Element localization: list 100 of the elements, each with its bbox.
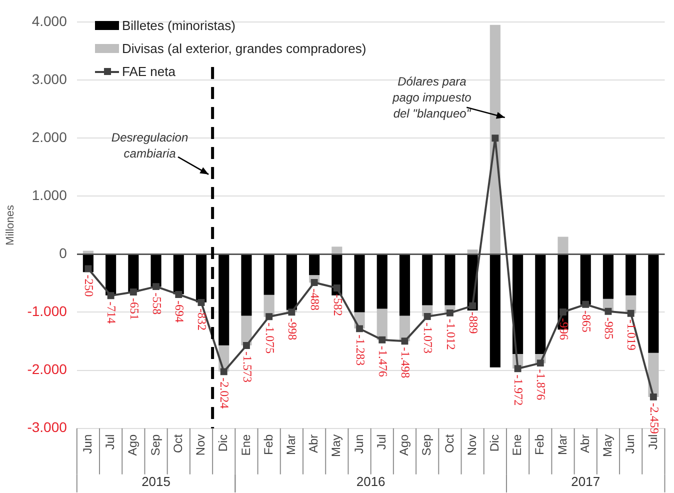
point <box>266 313 273 320</box>
point <box>107 292 114 300</box>
y-tick-label: 4.000 <box>32 12 68 29</box>
data-label: -1.012 <box>444 318 458 350</box>
data-label: -1.498 <box>398 347 413 378</box>
y-tick-label: 2.000 <box>32 128 68 145</box>
x-tick-label: Ago <box>397 434 412 456</box>
bar <box>376 254 388 309</box>
data-label: -996 <box>556 318 571 340</box>
x-tick-label: Ago <box>126 434 140 456</box>
x-tick-label: May <box>600 434 615 457</box>
point <box>152 283 160 290</box>
point <box>604 308 612 315</box>
point <box>514 365 522 372</box>
bar <box>106 254 116 296</box>
point <box>356 325 363 332</box>
data-label: -1.283 <box>353 334 368 366</box>
data-label: -865 <box>579 310 594 332</box>
point <box>130 288 137 296</box>
data-label: -582 <box>330 294 345 316</box>
annotation: Dólares para pago impuesto del "blanqueo" <box>392 74 472 120</box>
point <box>378 336 386 344</box>
legend-label: Divisas (al exterior, grandes compradores) <box>122 41 366 56</box>
bar <box>173 254 184 294</box>
point <box>242 342 250 349</box>
x-tick-label: Sep <box>148 434 162 456</box>
point <box>650 393 657 400</box>
x-tick-label: Dic <box>216 434 230 452</box>
y-tick-label: 3.000 <box>32 70 68 87</box>
x-tick-label: Jun <box>80 434 95 454</box>
bar <box>241 316 252 346</box>
point <box>84 265 92 272</box>
text: 2017 <box>571 474 600 489</box>
ref-line-label: Desregulacion cambiaria <box>111 130 188 161</box>
bar <box>82 250 94 254</box>
bar <box>422 254 433 306</box>
point <box>401 338 408 345</box>
x-tick-label: Jul <box>646 434 660 450</box>
bar <box>150 254 162 287</box>
x-tick-label: Oct <box>170 434 185 453</box>
x-tick-label: Oct <box>442 434 456 453</box>
point <box>288 308 296 316</box>
x-tick-label: Mar <box>284 434 298 455</box>
point <box>536 360 544 367</box>
x-tick-label: Nov <box>464 434 479 456</box>
point <box>198 299 205 306</box>
x-tick-label: Jul <box>374 434 388 450</box>
x-tick-label: Abr <box>578 434 592 454</box>
x-tick-label: Jun <box>623 434 638 454</box>
bar <box>626 254 636 296</box>
data-label: -558 <box>150 292 164 315</box>
bar <box>444 254 456 306</box>
bar <box>467 250 478 254</box>
data-label: -1.876 <box>534 369 548 400</box>
bar <box>128 254 139 292</box>
bar <box>580 254 591 305</box>
bar <box>354 254 365 312</box>
point <box>627 310 634 317</box>
data-label: -488 <box>308 288 322 311</box>
legend-label: Billetes (minoristas) <box>122 18 236 33</box>
point <box>582 300 590 308</box>
data-label: -1.075 <box>262 322 277 354</box>
x-tick-label: Sep <box>420 434 434 456</box>
data-label: -985 <box>602 317 616 340</box>
point <box>492 134 499 142</box>
data-label: -1.019 <box>624 319 639 350</box>
bar <box>264 254 274 295</box>
y-tick-label: 0 <box>59 245 68 262</box>
bar <box>399 254 410 316</box>
x-tick-label: Dic <box>487 434 502 452</box>
data-label: -832 <box>195 308 210 330</box>
bar <box>332 246 342 254</box>
data-label: -714 <box>104 302 119 324</box>
point <box>469 302 476 310</box>
y-tick-label: -1.000 <box>27 303 68 320</box>
text: 2015 <box>142 474 170 489</box>
bar <box>286 254 297 310</box>
bar <box>196 254 207 302</box>
bar <box>490 254 500 368</box>
data-label: -1.573 <box>240 351 254 382</box>
bar <box>558 236 568 254</box>
data-label: -889 <box>466 312 480 334</box>
bar <box>241 254 252 316</box>
x-tick-label: Nov <box>194 434 208 456</box>
x-tick-label: Jul <box>103 434 118 450</box>
x-tick-label: Feb <box>532 434 547 456</box>
data-label: -694 <box>172 300 186 322</box>
x-tick-label: Mar <box>555 434 570 455</box>
bar <box>218 254 230 346</box>
text: 2016 <box>356 474 386 489</box>
y-tick-label: 1.000 <box>32 187 68 203</box>
legend-label: FAE neta <box>122 64 176 79</box>
bar <box>512 254 524 354</box>
bar <box>602 254 614 299</box>
point <box>220 368 228 376</box>
bar <box>309 254 320 276</box>
data-label: -1.073 <box>421 322 436 354</box>
x-tick-label: Ene <box>238 434 253 456</box>
data-label: -1.476 <box>376 346 390 377</box>
data-label: -250 <box>82 274 96 297</box>
